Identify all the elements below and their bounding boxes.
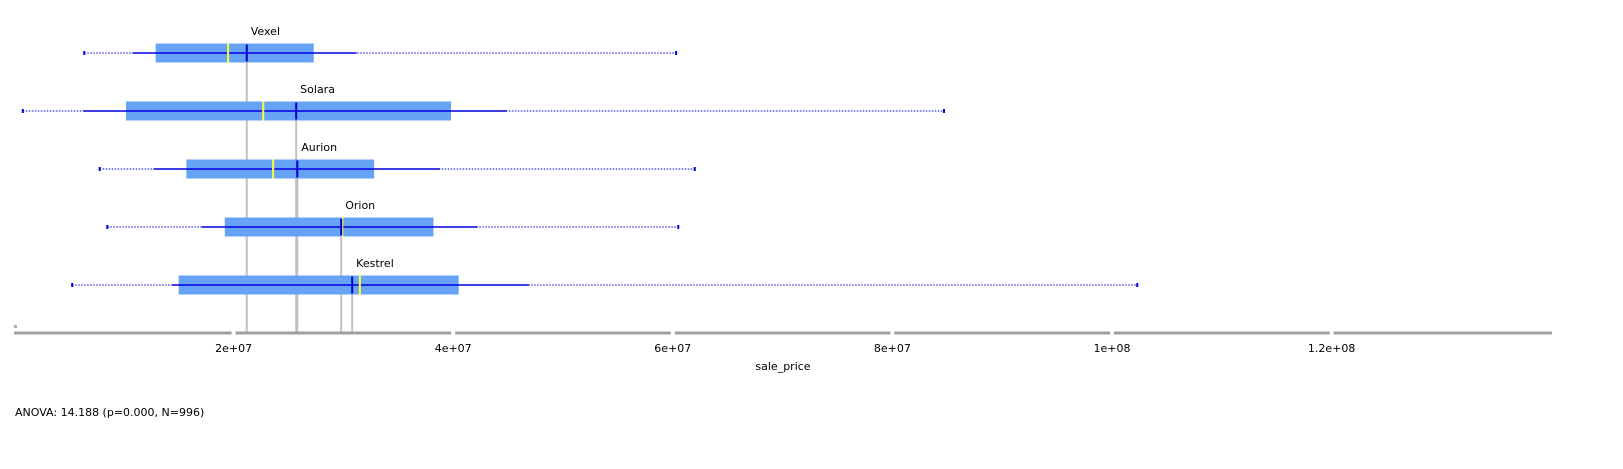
x-tick-label: 1.2e+08	[1308, 342, 1355, 355]
box-group-orion: Orion	[106, 199, 680, 237]
box-group-kestrel: Kestrel	[71, 257, 1139, 295]
x-tick-label: 1e+08	[1094, 342, 1131, 355]
box-groups: Vexel Solara Aurion Orion Kestrel	[21, 25, 1139, 295]
x-tick-mark	[451, 331, 456, 335]
x-tick-mark	[1329, 331, 1334, 335]
anova-stats: ANOVA: 14.188 (p=0.000, N=996)	[15, 406, 205, 419]
group-label: Vexel	[251, 25, 280, 38]
x-tick-label: 2e+07	[215, 342, 252, 355]
group-label: Aurion	[301, 141, 337, 154]
group-label: Kestrel	[356, 257, 394, 270]
x-tick-mark	[890, 331, 895, 335]
box-group-solara: Solara	[21, 83, 946, 121]
x-axis: 2e+07 4e+07 6e+07 8e+07 1e+08 1.2e+08 sale_pri…	[14, 325, 1552, 373]
boxplot-chart: Vexel Solara Aurion Orion Kestrel 2e+07 4e+07…	[14, 25, 1552, 373]
x-tick-mark	[670, 331, 675, 335]
group-label: Solara	[300, 83, 335, 96]
box-group-aurion: Aurion	[98, 141, 696, 179]
x-axis-title: sale_price	[755, 360, 810, 373]
box-group-vexel: Vexel	[83, 25, 678, 63]
x-tick-label: 4e+07	[435, 342, 472, 355]
axis-origin-marker	[14, 325, 17, 328]
x-tick-label: 8e+07	[874, 342, 911, 355]
x-tick-mark	[231, 331, 236, 335]
x-tick-mark	[1110, 331, 1114, 335]
x-tick-label: 6e+07	[654, 342, 691, 355]
group-label: Orion	[345, 199, 375, 212]
